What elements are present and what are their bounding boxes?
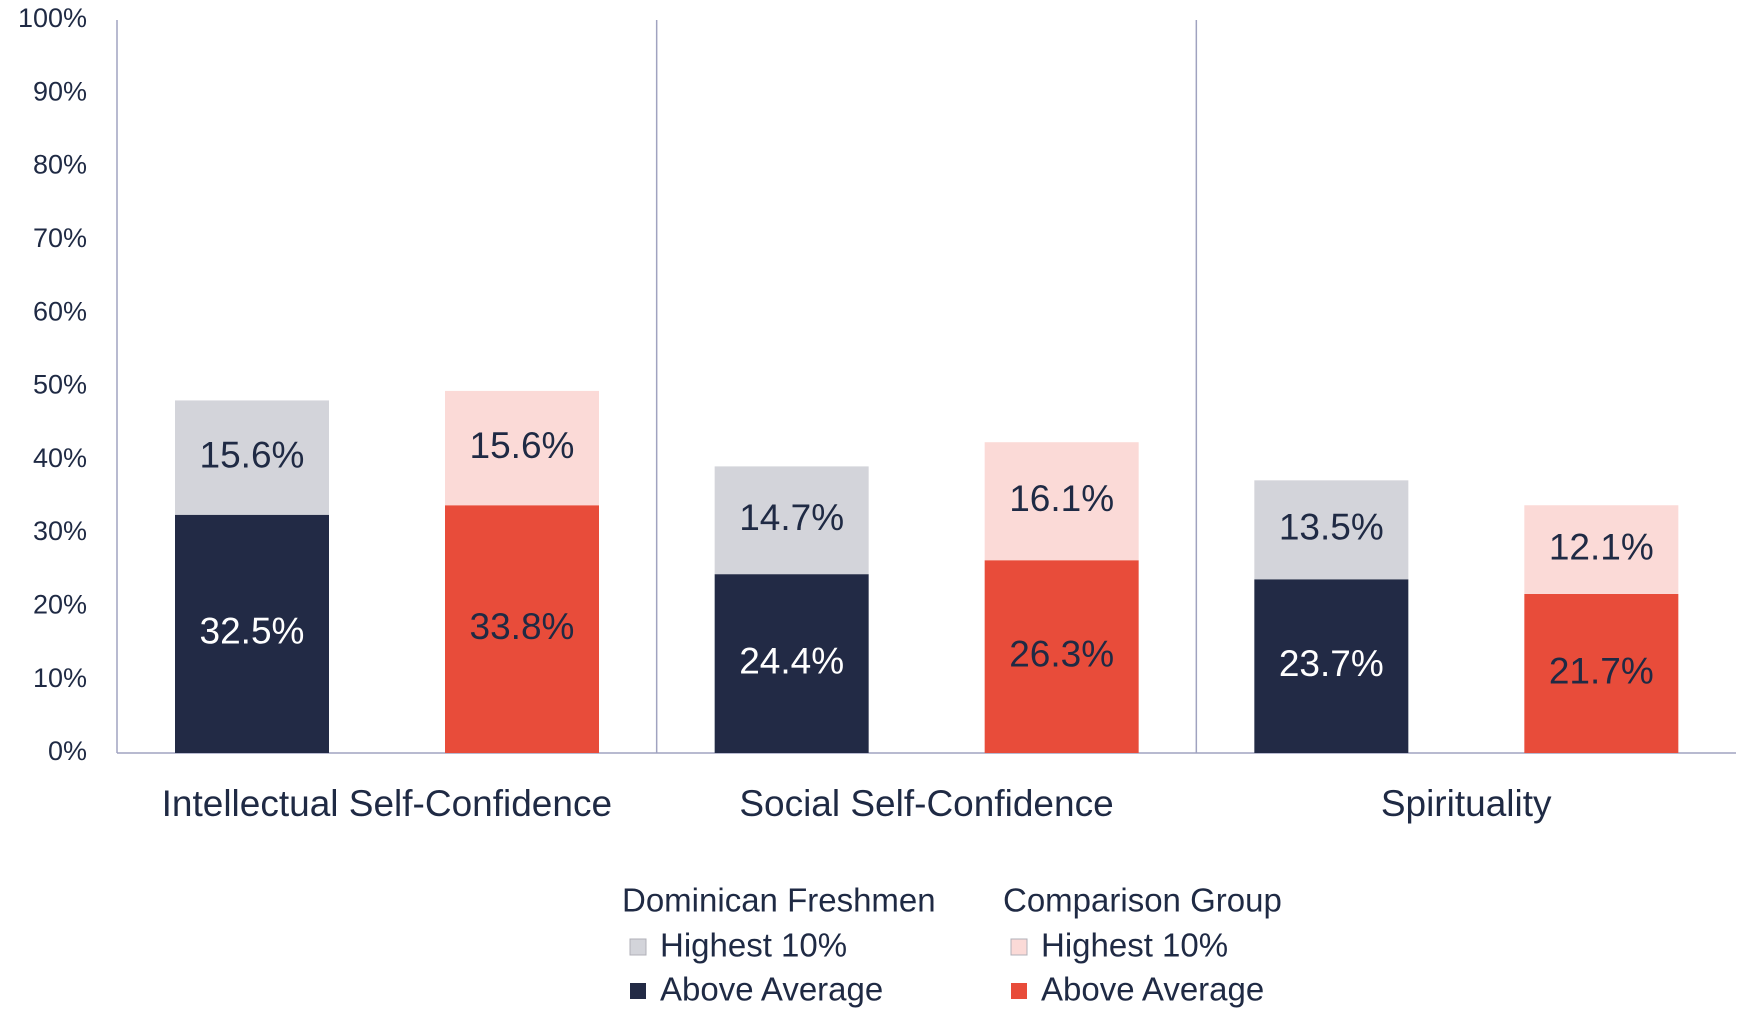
bar-segment [445,505,599,753]
legend-swatch [630,983,646,999]
x-tick-label: Spirituality [1381,783,1552,824]
bar-segment [175,400,329,515]
y-tick-label: 10% [33,663,87,693]
y-tick-label: 20% [33,590,87,620]
data-label: 16.1% [1009,478,1114,519]
x-tick-label: Intellectual Self-Confidence [162,783,612,824]
legend-swatch [1011,983,1027,999]
legend-swatch [629,938,647,956]
bar-segment [1524,593,1679,753]
data-label: 21.7% [1549,650,1654,691]
bar-segment [175,514,329,753]
data-label: 14.7% [739,497,844,538]
bar-segment [714,574,869,753]
data-label: 12.1% [1549,526,1654,567]
data-label: 13.5% [1279,507,1384,548]
legend-swatch [1010,938,1028,956]
bar-segment [984,442,1139,561]
y-tick-label: 90% [33,76,87,106]
legend-title: Comparison Group [1003,882,1282,919]
y-tick-label: 60% [33,296,87,326]
data-label: 26.3% [1009,633,1114,674]
y-tick-label: 50% [33,370,87,400]
legend-title: Dominican Freshmen [622,882,936,919]
data-label: 15.6% [200,434,305,475]
data-label: 33.8% [470,606,575,647]
y-tick-label: 100% [18,3,87,33]
y-tick-label: 30% [33,516,87,546]
data-label: 15.6% [470,425,575,466]
legend-label: Highest 10% [660,927,847,964]
y-tick-label: 0% [48,736,87,766]
bar-segment [1254,480,1409,580]
data-label: 24.4% [739,640,844,681]
data-label: 32.5% [200,611,305,652]
legend-label: Above Average [660,971,883,1008]
bar-segment [714,466,869,575]
bar-segment [984,560,1139,753]
data-label: 23.7% [1279,643,1384,684]
legend-label: Above Average [1041,971,1264,1008]
bar-segment [445,390,599,506]
y-tick-label: 40% [33,443,87,473]
bar-segment [1524,505,1679,594]
y-tick-label: 70% [33,223,87,253]
legend-label: Highest 10% [1041,927,1228,964]
y-tick-label: 80% [33,150,87,180]
bar-segment [1254,579,1409,753]
x-tick-label: Social Self-Confidence [739,783,1113,824]
